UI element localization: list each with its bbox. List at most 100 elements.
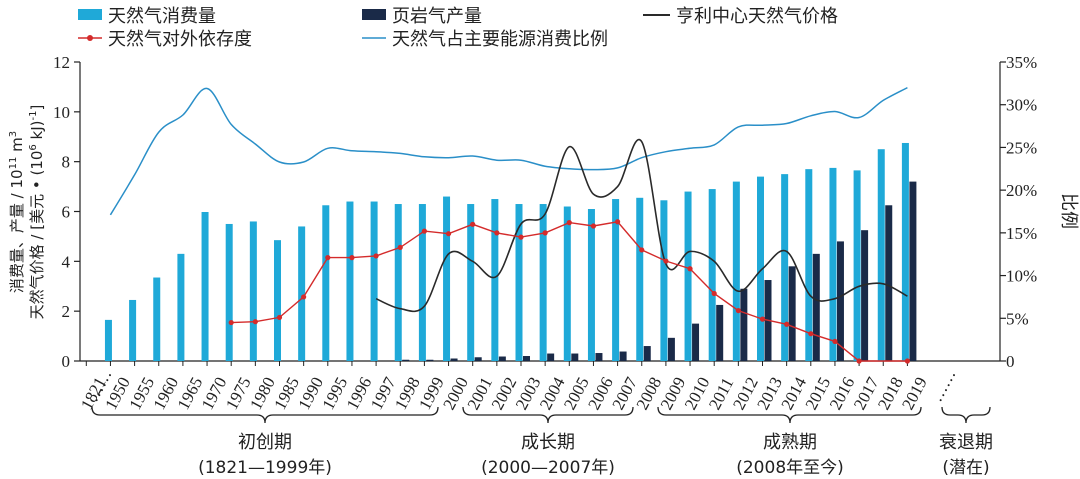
- dependence-marker: [252, 319, 258, 325]
- legend-consumption-swatch: [78, 9, 102, 20]
- x-tick-label: 1975: [222, 374, 255, 413]
- dependence-marker: [373, 253, 379, 259]
- legend-shale-swatch: [362, 9, 386, 20]
- x-tick-label: 2013: [753, 374, 786, 413]
- dependence-marker: [639, 247, 645, 253]
- phase-label-mature: 成熟期: [763, 432, 817, 453]
- dependence-marker: [301, 294, 307, 300]
- left-axis-label-line1: 消费量、产量 / 1011 m3: [8, 131, 26, 293]
- dependence-marker: [856, 358, 862, 364]
- x-tick-label: 2008: [633, 374, 666, 413]
- consumption-bar: [298, 226, 306, 361]
- dependence-marker: [421, 228, 427, 234]
- x-tick-label: 2009: [657, 374, 690, 413]
- x-tick-label: 2005: [560, 374, 593, 413]
- shale-bar: [498, 356, 506, 361]
- consumption-bar: [901, 142, 909, 361]
- right-tick-label: 0: [1006, 352, 1015, 371]
- phase-brace-growth: [462, 406, 634, 424]
- x-tick-label: 1996: [343, 374, 376, 413]
- consumption-bar: [805, 169, 813, 361]
- x-tick-label: 2001: [463, 374, 496, 413]
- shale-bar: [402, 359, 410, 361]
- consumption-bar: [177, 253, 185, 361]
- dependence-marker: [518, 234, 524, 240]
- phase-range-startup: (1821—1999年): [198, 458, 332, 478]
- phase-brace-decline: [941, 406, 991, 424]
- dependence-marker: [566, 220, 572, 226]
- consumption-bar: [129, 299, 137, 361]
- consumption-bar: [708, 189, 716, 361]
- dependence-marker: [711, 290, 717, 297]
- x-tick-label: 1990: [294, 374, 327, 413]
- consumption-bar: [370, 201, 378, 361]
- dependence-marker: [663, 258, 669, 264]
- x-tick-label: 2015: [802, 374, 835, 413]
- shale-bar: [474, 357, 482, 361]
- dependence-marker: [445, 231, 452, 237]
- left-axis-label-text1: 消费量、产量 / 10: [8, 169, 26, 293]
- phase-label-growth: 成长期: [521, 432, 575, 453]
- shale-bar: [547, 353, 555, 361]
- right-axis-label: 比例: [1058, 193, 1079, 229]
- phase-brace-mature: [657, 406, 922, 424]
- shale-bar: [836, 241, 844, 361]
- consumption-bar: [757, 176, 764, 361]
- consumption-bar: [563, 206, 571, 361]
- dependence-marker: [615, 219, 621, 225]
- x-tick-label: 2019: [898, 374, 931, 413]
- right-tick-label: 5%: [1006, 309, 1029, 328]
- left-tick-label: 10: [53, 103, 70, 122]
- phase-range-mature: (2008年至今): [736, 458, 844, 478]
- x-tick-label: 2000: [439, 374, 472, 413]
- dependence-marker: [784, 321, 790, 327]
- left-axis-label-sup2: 6: [28, 144, 39, 150]
- dependence-marker: [228, 319, 234, 326]
- legend: 天然气消费量 页岩气产量 亨利中心天然气价格 天然气对外依存度 天然气占主要能源…: [78, 6, 838, 50]
- right-tick-label: 25%: [1006, 138, 1037, 157]
- x-tick-label: 1955: [125, 374, 158, 413]
- consumption-bar: [104, 319, 112, 361]
- consumption-bar: [322, 205, 330, 361]
- x-tick-label: 2016: [826, 374, 859, 413]
- x-axis-break-marker-end: ……: [927, 366, 960, 405]
- shale-bar: [523, 356, 530, 361]
- shale-bar: [450, 358, 458, 361]
- right-tick-label: 10%: [1006, 267, 1037, 286]
- consumption-bar: [346, 201, 354, 361]
- shale-bar: [667, 337, 675, 361]
- price-line: [375, 138, 908, 313]
- dependence-marker: [687, 266, 693, 272]
- consumption-bar: [418, 204, 426, 361]
- left-tick-label: 6: [62, 203, 71, 222]
- shale-bar: [643, 346, 651, 361]
- x-tick-label: 2002: [488, 374, 521, 413]
- dependence-marker: [349, 255, 355, 261]
- consumption-bar: [491, 199, 499, 361]
- consumption-bar: [153, 277, 161, 361]
- consumption-bar: [201, 211, 209, 361]
- x-tick-label: 2012: [729, 374, 762, 413]
- consumption-bar: [515, 204, 523, 361]
- legend-dependence-marker: [87, 35, 93, 41]
- x-tick-label: 2010: [681, 374, 714, 413]
- consumption-bar: [443, 196, 451, 361]
- left-axis-label-unit2: kJ): [28, 120, 46, 144]
- legend-shale-label: 页岩气产量: [392, 6, 482, 27]
- phase-range-growth: (2000—2007年): [481, 458, 615, 478]
- shale-bar: [861, 230, 869, 361]
- right-tick-label: 15%: [1006, 224, 1037, 243]
- phase-range-decline: (潜在): [942, 458, 989, 478]
- right-tick-label: 35%: [1006, 53, 1037, 72]
- share-line: [109, 86, 908, 216]
- shale-bar: [595, 353, 603, 361]
- left-tick-label: 8: [62, 153, 71, 172]
- x-tick-label: 2011: [705, 374, 737, 412]
- consumption-bar: [684, 191, 692, 361]
- shale-bar: [885, 205, 893, 361]
- shale-bar: [716, 304, 724, 361]
- consumption-bar: [394, 204, 402, 361]
- consumption-bar: [781, 174, 789, 361]
- consumption-bar: [660, 200, 668, 361]
